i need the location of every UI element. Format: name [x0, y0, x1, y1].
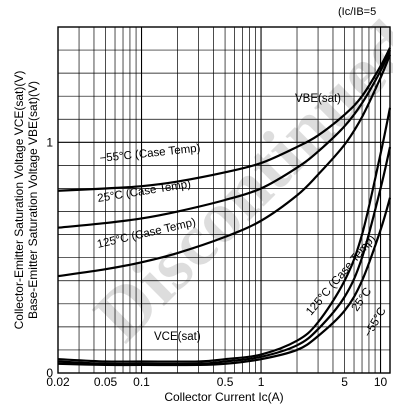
- x-axis-label: Collector Current Ic(A): [164, 390, 283, 404]
- series-group: [57, 47, 392, 367]
- series-label-vce-m55: −55°C: [362, 305, 389, 339]
- x-tick-label: 1: [258, 375, 265, 389]
- series-line-0: [57, 47, 391, 192]
- condition-label: (Ic/IB=5: [338, 6, 376, 18]
- ticks-group: 0.02 0.05 0.1 0.5 1 5 10 0 1: [46, 135, 387, 389]
- x-tick-label: 0.02: [46, 375, 70, 389]
- x-tick-label: 0.1: [133, 375, 150, 389]
- x-tick-label: 5: [341, 375, 348, 389]
- series-line-2: [57, 54, 392, 278]
- series-line-4: [57, 146, 392, 366]
- series-line-1: [57, 49, 392, 229]
- x-tick-label: 0.05: [94, 375, 118, 389]
- x-tick-label: 0.5: [217, 375, 234, 389]
- x-tick-label: 10: [374, 375, 388, 389]
- series-line-3: [57, 107, 392, 363]
- series-label-vce-125: 125°C (Case Temp): [304, 233, 378, 318]
- series-label-vbe-m55: −55°C (Case Temp): [99, 142, 201, 165]
- vce-sat-annotation: VCE(sat): [154, 331, 201, 343]
- grid: [58, 27, 390, 373]
- series-line-5: [57, 197, 392, 367]
- y-tick-label: 0: [46, 366, 53, 380]
- y-axis-label-1: Collector-Emitter Saturation Voltage VCE…: [12, 71, 26, 330]
- y-tick-label: 1: [46, 135, 53, 149]
- vbe-sat-annotation: VBE(sat): [295, 93, 341, 105]
- y-axis-label-2: Base-Emitter Saturation Voltage VBE(sat)…: [26, 81, 40, 319]
